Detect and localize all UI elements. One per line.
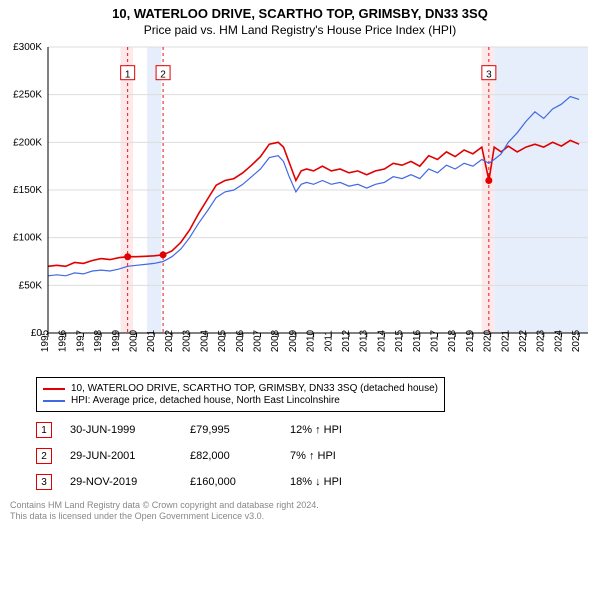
svg-text:2006: 2006 [235,329,246,352]
legend-label: 10, WATERLOO DRIVE, SCARTHO TOP, GRIMSBY… [71,383,438,394]
event-date: 30-JUN-1999 [70,424,190,436]
svg-text:2008: 2008 [270,329,281,352]
line-chart: £0£50K£100K£150K£200K£250K£300K123199519… [0,41,600,371]
svg-text:2000: 2000 [129,329,140,352]
svg-text:2009: 2009 [288,329,299,352]
svg-text:2016: 2016 [412,329,423,352]
svg-text:2007: 2007 [252,329,263,352]
event-marker: 1 [36,422,52,438]
chart-area: £0£50K£100K£150K£200K£250K£300K123199519… [0,41,600,371]
svg-text:2020: 2020 [483,329,494,352]
event-marker: 3 [36,474,52,490]
svg-text:2024: 2024 [553,329,564,352]
event-delta: 7% ↑ HPI [290,450,336,462]
chart-subtitle: Price paid vs. HM Land Registry's House … [0,23,600,37]
svg-text:2003: 2003 [182,329,193,352]
svg-text:1: 1 [125,69,131,80]
svg-text:2017: 2017 [430,329,441,352]
svg-text:2018: 2018 [447,329,458,352]
title-area: 10, WATERLOO DRIVE, SCARTHO TOP, GRIMSBY… [0,0,600,41]
svg-text:1998: 1998 [93,329,104,352]
event-date: 29-JUN-2001 [70,450,190,462]
event-row: 2 29-JUN-2001£82,0007% ↑ HPI [36,448,590,464]
svg-text:2021: 2021 [500,329,511,352]
svg-text:2025: 2025 [571,329,582,352]
events-table: 1 30-JUN-1999£79,99512% ↑ HPI 2 29-JUN-2001… [36,422,590,490]
event-row: 1 30-JUN-1999£79,99512% ↑ HPI [36,422,590,438]
svg-text:2012: 2012 [341,329,352,352]
svg-text:£250K: £250K [13,90,42,101]
legend-item: HPI: Average price, detached house, Nort… [43,395,438,406]
svg-text:2005: 2005 [217,329,228,352]
svg-text:£150K: £150K [13,185,42,196]
event-row: 3 29-NOV-2019£160,00018% ↓ HPI [36,474,590,490]
event-date: 29-NOV-2019 [70,476,190,488]
svg-text:£300K: £300K [13,42,42,53]
svg-text:£100K: £100K [13,233,42,244]
svg-text:£50K: £50K [19,280,43,291]
event-delta: 12% ↑ HPI [290,424,342,436]
svg-text:2019: 2019 [465,329,476,352]
svg-text:2015: 2015 [394,329,405,352]
svg-text:1996: 1996 [58,329,69,352]
footer-line-1: Contains HM Land Registry data © Crown c… [10,500,590,511]
event-price: £160,000 [190,476,290,488]
page-root: 10, WATERLOO DRIVE, SCARTHO TOP, GRIMSBY… [0,0,600,523]
legend-label: HPI: Average price, detached house, Nort… [71,395,340,406]
legend-swatch [43,388,65,390]
svg-text:2002: 2002 [164,329,175,352]
svg-text:2014: 2014 [376,329,387,352]
svg-text:2023: 2023 [536,329,547,352]
footer-line-2: This data is licensed under the Open Gov… [10,511,590,522]
svg-text:2011: 2011 [323,330,334,352]
event-marker: 2 [36,448,52,464]
svg-text:1997: 1997 [75,329,86,352]
svg-text:2022: 2022 [518,329,529,352]
event-delta: 18% ↓ HPI [290,476,342,488]
svg-text:3: 3 [486,69,492,80]
legend-item: 10, WATERLOO DRIVE, SCARTHO TOP, GRIMSBY… [43,383,438,394]
svg-text:£200K: £200K [13,137,42,148]
legend: 10, WATERLOO DRIVE, SCARTHO TOP, GRIMSBY… [36,377,445,412]
event-price: £82,000 [190,450,290,462]
legend-swatch [43,400,65,402]
footer-attribution: Contains HM Land Registry data © Crown c… [10,500,590,523]
chart-title: 10, WATERLOO DRIVE, SCARTHO TOP, GRIMSBY… [0,6,600,21]
svg-text:2010: 2010 [306,329,317,352]
svg-text:2004: 2004 [199,329,210,352]
svg-text:2013: 2013 [359,329,370,352]
svg-text:2: 2 [160,69,166,80]
svg-text:2001: 2001 [146,329,157,352]
svg-text:1999: 1999 [111,329,122,352]
event-price: £79,995 [190,424,290,436]
svg-text:1995: 1995 [40,329,51,352]
